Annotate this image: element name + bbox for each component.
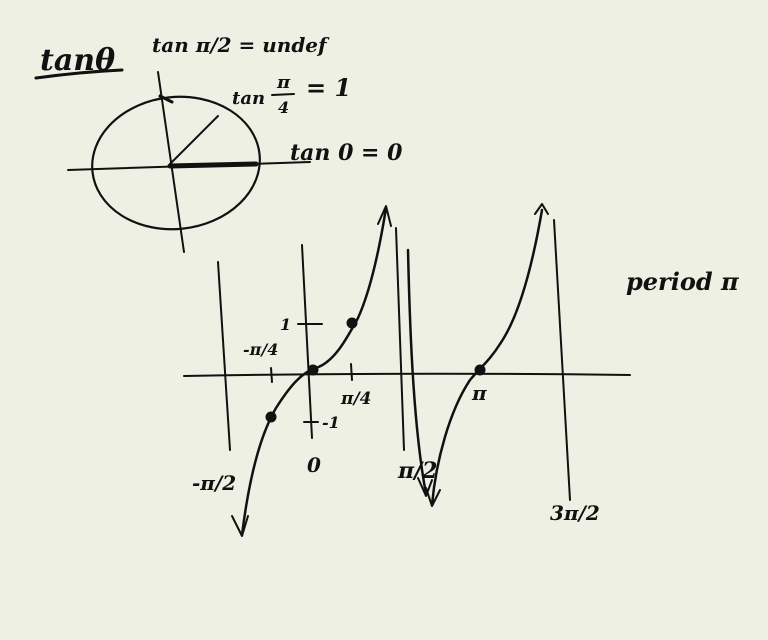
- tan-pi-over-4-fraction-bar: [271, 93, 295, 96]
- unit-circle: [91, 95, 261, 231]
- point-neg-pi-over-4: [265, 411, 277, 423]
- unit-circle-diagram: [67, 71, 311, 253]
- asymptote-pi-over-2: [395, 227, 405, 451]
- x-tick-label-pi: π: [471, 381, 487, 405]
- tan-pi-over-4-denominator: 4: [278, 98, 289, 117]
- y-axis: [301, 244, 313, 439]
- tan-pi-over-4-numerator: π: [276, 72, 291, 93]
- tan-pi-over-4-prefix: tan: [232, 88, 265, 109]
- tail-left-arrow: [417, 477, 433, 497]
- tan-zero-label: tan 0 = 0: [290, 140, 403, 166]
- radius-pi-over-4: [169, 115, 219, 165]
- branch-right-top-arrow: [534, 203, 549, 215]
- tick-neg-pi-over-4: [270, 367, 273, 383]
- x-tick-label-pi-over-4: π/4: [340, 389, 371, 409]
- radius-pi-over-2-mark: [158, 94, 174, 104]
- x-tick-label-neg-pi-over-4: -π/4: [243, 340, 278, 359]
- point-pi: [474, 364, 486, 376]
- origin-label-zero: 0: [307, 453, 321, 477]
- point-pi-over-4: [346, 317, 358, 329]
- tan-pi-over-2-label: tan π/2 = undef: [152, 33, 330, 57]
- asymptote-label-3pi-over-2: 3π/2: [550, 501, 600, 525]
- title-underline: [34, 68, 124, 80]
- asymptote-3pi-over-2: [553, 219, 571, 501]
- tick-pi-over-4: [350, 363, 353, 381]
- branch-central-top-arrow: [377, 205, 392, 227]
- asymptote-neg-pi-over-2: [217, 261, 231, 451]
- radius-zero: [167, 161, 259, 169]
- asymptote-label-pi-over-2: π/2: [397, 458, 437, 484]
- tangent-branch-left-tail: [406, 248, 428, 496]
- asymptote-label-neg-pi-over-2: -π/2: [192, 471, 236, 495]
- y-tick-label-neg-1: -1: [322, 413, 340, 432]
- tangent-branch-right: [430, 208, 544, 507]
- tangent-graph: [183, 203, 631, 537]
- y-tick-label-pos-1: 1: [280, 315, 291, 334]
- tan-pi-over-4-value: = 1: [306, 73, 351, 102]
- point-origin: [307, 364, 319, 376]
- branch-right-bottom-arrow: [425, 487, 441, 507]
- branch-central-bottom-arrow: [231, 515, 249, 537]
- period-note: period π: [626, 267, 739, 296]
- x-axis: [183, 372, 631, 377]
